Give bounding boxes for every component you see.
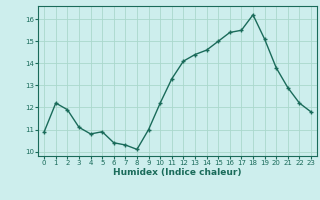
X-axis label: Humidex (Indice chaleur): Humidex (Indice chaleur) bbox=[113, 168, 242, 177]
